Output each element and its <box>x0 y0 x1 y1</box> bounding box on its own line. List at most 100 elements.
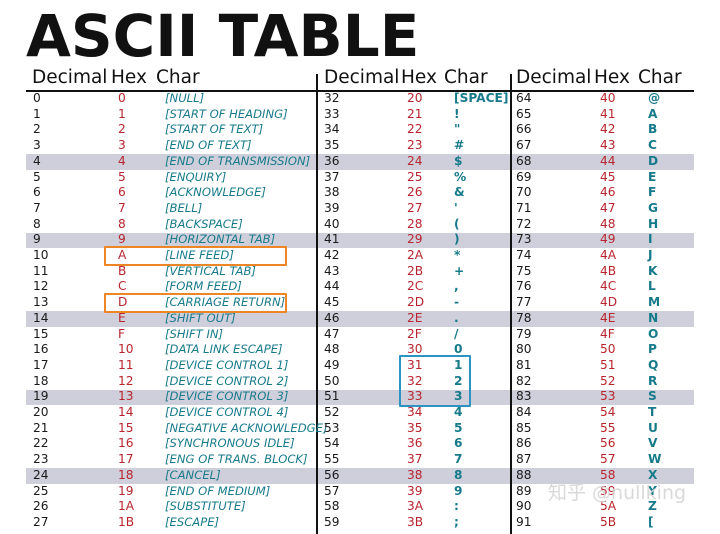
hex-cell: 30 <box>407 342 423 357</box>
hex-cell: 4 <box>118 153 126 168</box>
char-cell: [END OF TRANSMISSION] <box>165 153 311 168</box>
hex-cell: 57 <box>600 452 616 467</box>
hex-cell: 8 <box>118 216 126 231</box>
hex-cell: 38 <box>407 467 423 482</box>
decimal-cell: 71 <box>516 200 532 215</box>
char-cell: 1 <box>454 357 463 372</box>
decimal-cell: 10 <box>33 248 49 262</box>
hex-cell: 32 <box>407 373 423 388</box>
hex-cell: 18 <box>118 467 134 482</box>
char-cell: [VERTICAL TAB] <box>165 263 256 278</box>
char-cell: ! <box>454 106 460 121</box>
decimal-cell: 41 <box>324 232 340 247</box>
decimal-cell: 52 <box>324 405 340 419</box>
hex-cell: 13 <box>118 389 134 404</box>
decimal-cell: 75 <box>516 263 532 278</box>
char-cell: F <box>648 185 657 200</box>
hex-cell: 2F <box>407 326 422 341</box>
char-cell: : <box>454 499 459 514</box>
row-band <box>26 311 316 327</box>
header-rule <box>26 90 694 92</box>
hex-cell: 49 <box>600 232 616 247</box>
hex-cell: 11 <box>118 357 134 372</box>
table-row: 6 6 [ACKNOWLEDGE] 38 26 & 70 46 F <box>0 185 720 201</box>
char-cell: [ESCAPE] <box>165 514 220 529</box>
decimal-cell: 38 <box>324 185 340 200</box>
char-cell: [ACKNOWLEDGE] <box>165 185 266 200</box>
char-cell: 3 <box>454 389 463 404</box>
char-cell: J <box>648 248 653 262</box>
decimal-cell: 14 <box>33 310 49 325</box>
table-row: 5 5 [ENQUIRY] 37 25% 69 45 E <box>0 170 720 186</box>
table-row: 22 16 [SYNCHRONOUS IDLE] 54 36 6 86 56 V <box>0 436 720 452</box>
table-row: 7 7 [BELL] 39 27 ' 71 47 G <box>0 201 720 217</box>
char-cell: ( <box>454 216 460 231</box>
hex-cell: 2A <box>407 248 424 262</box>
decimal-cell: 18 <box>33 373 49 388</box>
decimal-cell: 80 <box>516 342 532 357</box>
decimal-cell: 87 <box>516 452 532 467</box>
decimal-cell: 57 <box>324 483 340 498</box>
hex-cell: 25 <box>407 169 423 184</box>
hex-cell: 28 <box>407 216 423 231</box>
char-cell: [BACKSPACE] <box>165 216 243 231</box>
decimal-cell: 1 <box>33 106 41 121</box>
char-cell: [BELL] <box>165 200 203 215</box>
char-cell: [NEGATIVE ACKNOWLEDGE] <box>165 420 328 435</box>
char-cell: [SPACE] <box>454 91 509 105</box>
table-row: 25 19 [END OF MEDIUM] 57 39 9 89 59 Y <box>0 484 720 500</box>
decimal-cell: 83 <box>516 389 532 404</box>
decimal-cell: 25 <box>33 483 49 498</box>
char-cell: Q <box>648 357 659 372</box>
hex-cell: 36 <box>407 436 423 451</box>
header-decimal-3: Decimal <box>516 67 592 88</box>
decimal-cell: 20 <box>33 405 49 419</box>
decimal-cell: 2 <box>33 122 41 137</box>
hex-cell: 39 <box>407 483 423 498</box>
hex-cell: 35 <box>407 420 423 435</box>
hex-cell: 12 <box>118 373 134 388</box>
hex-cell: 4A <box>600 248 617 262</box>
char-cell: [CARRIAGE RETURN] <box>165 295 286 310</box>
char-cell: 7 <box>454 452 463 467</box>
char-cell: 6 <box>454 436 463 451</box>
decimal-cell: 91 <box>516 514 532 529</box>
decimal-cell: 76 <box>516 279 532 294</box>
char-cell: [LINE FEED] <box>165 248 234 262</box>
char-cell: ) <box>454 232 460 247</box>
decimal-cell: 64 <box>516 91 532 105</box>
char-cell: [END OF MEDIUM] <box>165 483 271 498</box>
column-divider-2 <box>510 74 512 534</box>
decimal-cell: 48 <box>324 342 340 357</box>
char-cell: @ <box>648 91 661 105</box>
char-cell: [SYNCHRONOUS IDLE] <box>165 436 295 451</box>
hex-cell: F <box>118 326 126 341</box>
hex-cell: 29 <box>407 232 423 247</box>
char-cell: I <box>648 232 653 247</box>
char-cell: + <box>454 263 465 278</box>
header-decimal-2: Decimal <box>324 67 400 88</box>
char-cell: / <box>454 326 459 341</box>
hex-cell: 24 <box>407 153 423 168</box>
hex-cell: 3A <box>407 499 424 514</box>
decimal-cell: 42 <box>324 248 340 262</box>
row-band <box>512 389 694 406</box>
decimal-cell: 15 <box>33 326 49 341</box>
decimal-cell: 66 <box>516 122 532 137</box>
hex-cell: 2D <box>407 295 425 310</box>
highlight-box-orange <box>104 293 287 313</box>
decimal-cell: 47 <box>324 326 340 341</box>
hex-cell: 26 <box>407 185 423 200</box>
table-row: 19 13 [DEVICE CONTROL 3] 51 33 3 83 53 S <box>0 389 720 405</box>
decimal-cell: 5 <box>33 169 41 184</box>
decimal-cell: 6 <box>33 185 41 200</box>
decimal-cell: 67 <box>516 138 532 153</box>
decimal-cell: 22 <box>33 436 49 451</box>
hex-cell: 50 <box>600 342 616 357</box>
char-cell: K <box>648 263 658 278</box>
hex-cell: 15 <box>118 420 134 435</box>
char-cell: [FORM FEED] <box>165 279 242 294</box>
table-row: 1 1 [START OF HEADING] 33 21! 65 41 A <box>0 107 720 123</box>
hex-cell: 47 <box>600 200 616 215</box>
decimal-cell: 70 <box>516 185 532 200</box>
